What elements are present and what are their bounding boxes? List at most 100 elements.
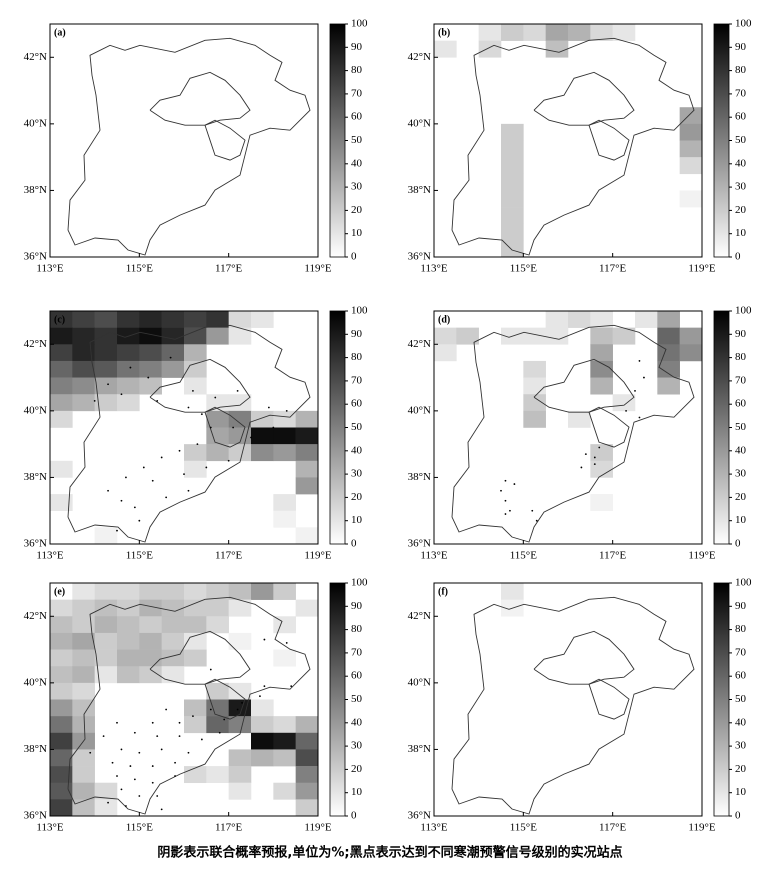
station-dot <box>267 406 270 409</box>
prob-cell <box>523 377 546 395</box>
boundary <box>451 37 695 256</box>
prob-cell <box>72 799 95 816</box>
prob-cell <box>206 327 229 345</box>
station-dot <box>129 765 132 767</box>
prob-cell <box>251 311 274 328</box>
prob-cell <box>228 716 252 734</box>
colorbar <box>713 23 730 258</box>
prob-cell <box>72 782 95 800</box>
colorbar-tick-label: 70 <box>351 646 363 658</box>
prob-cell <box>50 732 73 750</box>
station-dot <box>263 685 266 688</box>
prob-cell <box>72 682 95 700</box>
colorbar-tick-label: 30 <box>735 468 747 480</box>
prob-cell <box>679 123 702 141</box>
prob-cell <box>161 327 185 345</box>
prob-cell <box>590 460 613 478</box>
prob-cell <box>434 344 457 362</box>
prob-cell <box>117 394 140 412</box>
prob-cell <box>590 377 613 395</box>
station-dot <box>593 456 596 459</box>
prob-cell <box>72 327 95 345</box>
prob-cell <box>657 377 680 395</box>
prob-cell <box>117 632 140 650</box>
prob-cell <box>50 616 73 634</box>
prob-cell <box>295 527 318 544</box>
boundary <box>533 71 635 126</box>
station-dot <box>500 489 502 492</box>
prob-cell <box>501 157 524 175</box>
plot-area <box>67 37 311 256</box>
x-tick-label: 117°E <box>599 550 626 562</box>
boundary <box>204 119 246 161</box>
prob-cell <box>50 766 73 784</box>
prob-cell <box>251 716 274 734</box>
prob-cell <box>50 632 73 650</box>
prob-cell <box>206 444 229 462</box>
station-dot <box>102 735 105 738</box>
prob-cell <box>228 394 252 412</box>
prob-cell <box>679 157 702 175</box>
prob-cell <box>139 599 162 617</box>
prob-cell <box>206 682 229 700</box>
station-dot <box>174 761 176 764</box>
prob-cell <box>94 360 118 378</box>
map-panel: (f) 113°E 115°E 117°E 119°E 36°N 38°N 40°N 42°N 0… <box>408 577 752 834</box>
map-panel: (a) 113°E 115°E 117°E 119°E 36°N 38°N 40°N 42°N 0… <box>24 18 368 275</box>
prob-cell <box>523 360 546 378</box>
station-dot <box>187 751 190 754</box>
colorbar-tick-label: 70 <box>351 374 363 386</box>
y-tick-label: 42°N <box>24 51 47 63</box>
station-dot <box>263 638 266 641</box>
prob-cell <box>184 460 207 478</box>
prob-cell <box>657 360 680 378</box>
plot-area <box>451 583 695 815</box>
prob-cell <box>501 24 524 41</box>
station-dot <box>598 446 601 449</box>
colorbar-tick-label: 10 <box>735 227 747 239</box>
station-dot <box>178 449 181 452</box>
prob-cell <box>590 444 613 462</box>
prob-cell <box>184 311 207 328</box>
prob-cell <box>72 716 95 734</box>
prob-cell <box>50 666 73 684</box>
colorbar <box>713 582 730 817</box>
prob-cell <box>206 699 229 717</box>
station-dot <box>89 751 92 754</box>
prob-cell <box>273 616 296 634</box>
prob-cell <box>94 649 118 667</box>
colorbar-tick-label: 10 <box>351 514 363 526</box>
station-dot <box>272 426 275 429</box>
y-tick-label: 42°N <box>408 338 431 350</box>
prob-cell <box>206 410 229 428</box>
station-dot <box>174 775 176 777</box>
plot-frame <box>433 23 703 258</box>
prob-cell <box>50 410 73 428</box>
colorbar <box>329 23 346 258</box>
colorbar-tick-label: 100 <box>735 305 752 317</box>
station-dot <box>165 496 168 499</box>
station-dot <box>504 479 507 482</box>
station-dot <box>236 389 239 392</box>
colorbar-tick-label: 40 <box>735 716 747 728</box>
prob-cell <box>50 799 73 816</box>
prob-cell <box>251 444 274 462</box>
prob-cell <box>72 616 95 634</box>
prob-cell <box>50 344 73 362</box>
colorbar-tick-label: 100 <box>735 18 752 30</box>
station-dot <box>107 801 109 804</box>
colorbar-tick-label: 60 <box>735 398 747 410</box>
prob-cell <box>295 460 318 478</box>
y-tick-label: 36°N <box>24 251 47 263</box>
x-tick-label: 119°E <box>688 263 715 275</box>
prob-cell <box>251 410 274 428</box>
station-dot <box>151 479 154 482</box>
station-dot <box>156 795 159 797</box>
boundary <box>149 358 251 413</box>
prob-cell <box>94 344 118 362</box>
panel-label: (d) <box>438 314 450 325</box>
prob-cell <box>139 632 162 650</box>
station-dot <box>214 396 217 399</box>
prob-cell <box>206 716 229 734</box>
y-tick-label: 40°N <box>408 676 431 688</box>
